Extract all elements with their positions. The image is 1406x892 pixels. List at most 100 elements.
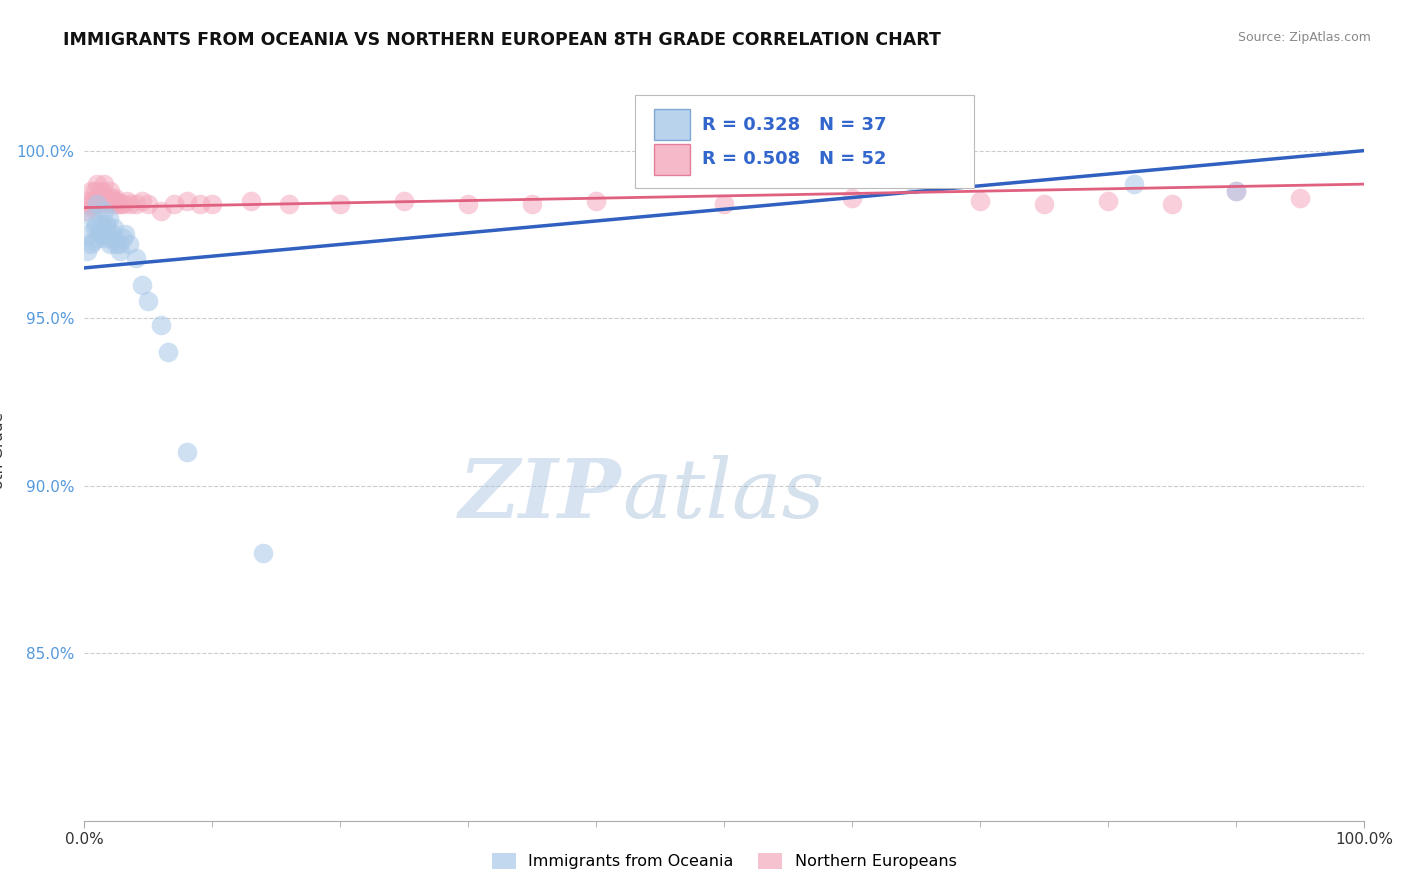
Point	[89, 184, 111, 198]
Point	[1288, 190, 1310, 204]
Point	[841, 190, 863, 204]
Point	[90, 227, 112, 242]
Point	[201, 197, 224, 211]
Point	[713, 197, 735, 211]
Point	[131, 277, 153, 292]
Bar	[654, 109, 689, 140]
Point	[82, 234, 104, 248]
Point	[76, 244, 98, 259]
Point	[96, 197, 118, 211]
Point	[156, 344, 179, 359]
Point	[80, 197, 103, 211]
Point	[1122, 177, 1144, 191]
Point	[138, 294, 160, 309]
Point	[91, 217, 114, 231]
Text: ZIP: ZIP	[460, 455, 621, 535]
Point	[96, 220, 118, 235]
Point	[252, 546, 274, 560]
Point	[100, 190, 122, 204]
Point	[105, 237, 128, 252]
Point	[329, 197, 352, 211]
Point	[905, 177, 928, 191]
Point	[115, 194, 138, 208]
Point	[108, 237, 131, 252]
Text: Source: ZipAtlas.com: Source: ZipAtlas.com	[1237, 31, 1371, 45]
Text: IMMIGRANTS FROM OCEANIA VS NORTHERN EUROPEAN 8TH GRADE CORRELATION CHART: IMMIGRANTS FROM OCEANIA VS NORTHERN EURO…	[63, 31, 941, 49]
Point	[89, 224, 111, 238]
Point	[84, 190, 107, 204]
Point	[111, 197, 134, 211]
Point	[87, 231, 110, 245]
Point	[86, 177, 108, 191]
Point	[457, 197, 479, 211]
Point	[80, 211, 103, 225]
Point	[101, 194, 124, 208]
Point	[84, 217, 107, 231]
Point	[107, 197, 129, 211]
Point	[76, 203, 98, 218]
Point	[163, 197, 186, 211]
Point	[94, 194, 117, 208]
Point	[969, 194, 991, 208]
Point	[278, 197, 301, 211]
Point	[94, 231, 117, 245]
Point	[103, 197, 125, 211]
Point	[188, 197, 211, 211]
Point	[98, 184, 121, 198]
Point	[87, 197, 110, 211]
Point	[131, 194, 153, 208]
Point	[80, 237, 103, 252]
Point	[120, 197, 142, 211]
Point	[124, 251, 146, 265]
Point	[108, 197, 131, 211]
Point	[97, 211, 120, 225]
Point	[77, 227, 100, 242]
Point	[93, 177, 115, 191]
Point	[114, 227, 136, 242]
Legend: Immigrants from Oceania, Northern Europeans: Immigrants from Oceania, Northern Europe…	[485, 847, 963, 876]
Point	[104, 190, 127, 204]
Point	[93, 203, 115, 218]
Point	[83, 184, 105, 198]
Point	[90, 194, 112, 208]
Point	[101, 227, 124, 242]
Point	[1160, 197, 1182, 211]
Point	[91, 184, 114, 198]
Point	[94, 217, 117, 231]
Y-axis label: 8th Grade: 8th Grade	[0, 412, 6, 489]
Point	[394, 194, 416, 208]
Point	[105, 194, 128, 208]
Point	[176, 194, 198, 208]
Point	[1225, 184, 1247, 198]
Point	[1032, 197, 1054, 211]
Point	[150, 318, 173, 332]
Point	[520, 197, 543, 211]
Point	[108, 244, 131, 259]
Text: R = 0.508   N = 52: R = 0.508 N = 52	[703, 151, 887, 169]
Point	[100, 231, 122, 245]
Point	[97, 194, 120, 208]
Point	[124, 197, 146, 211]
Point	[150, 203, 173, 218]
Point	[111, 231, 134, 245]
FancyBboxPatch shape	[634, 95, 973, 187]
Point	[83, 220, 105, 235]
Point	[86, 197, 108, 211]
Point	[79, 197, 101, 211]
Text: R = 0.328   N = 37: R = 0.328 N = 37	[703, 116, 887, 134]
Point	[80, 184, 103, 198]
Point	[1225, 184, 1247, 198]
Point	[118, 237, 141, 252]
Point	[98, 237, 121, 252]
Point	[176, 445, 198, 459]
Point	[239, 194, 262, 208]
Point	[585, 194, 607, 208]
Bar	[654, 144, 689, 175]
Point	[1097, 194, 1119, 208]
Point	[94, 190, 117, 204]
Point	[138, 197, 160, 211]
Point	[103, 220, 125, 235]
Point	[82, 201, 104, 215]
Point	[77, 194, 100, 208]
Text: atlas: atlas	[621, 455, 824, 535]
